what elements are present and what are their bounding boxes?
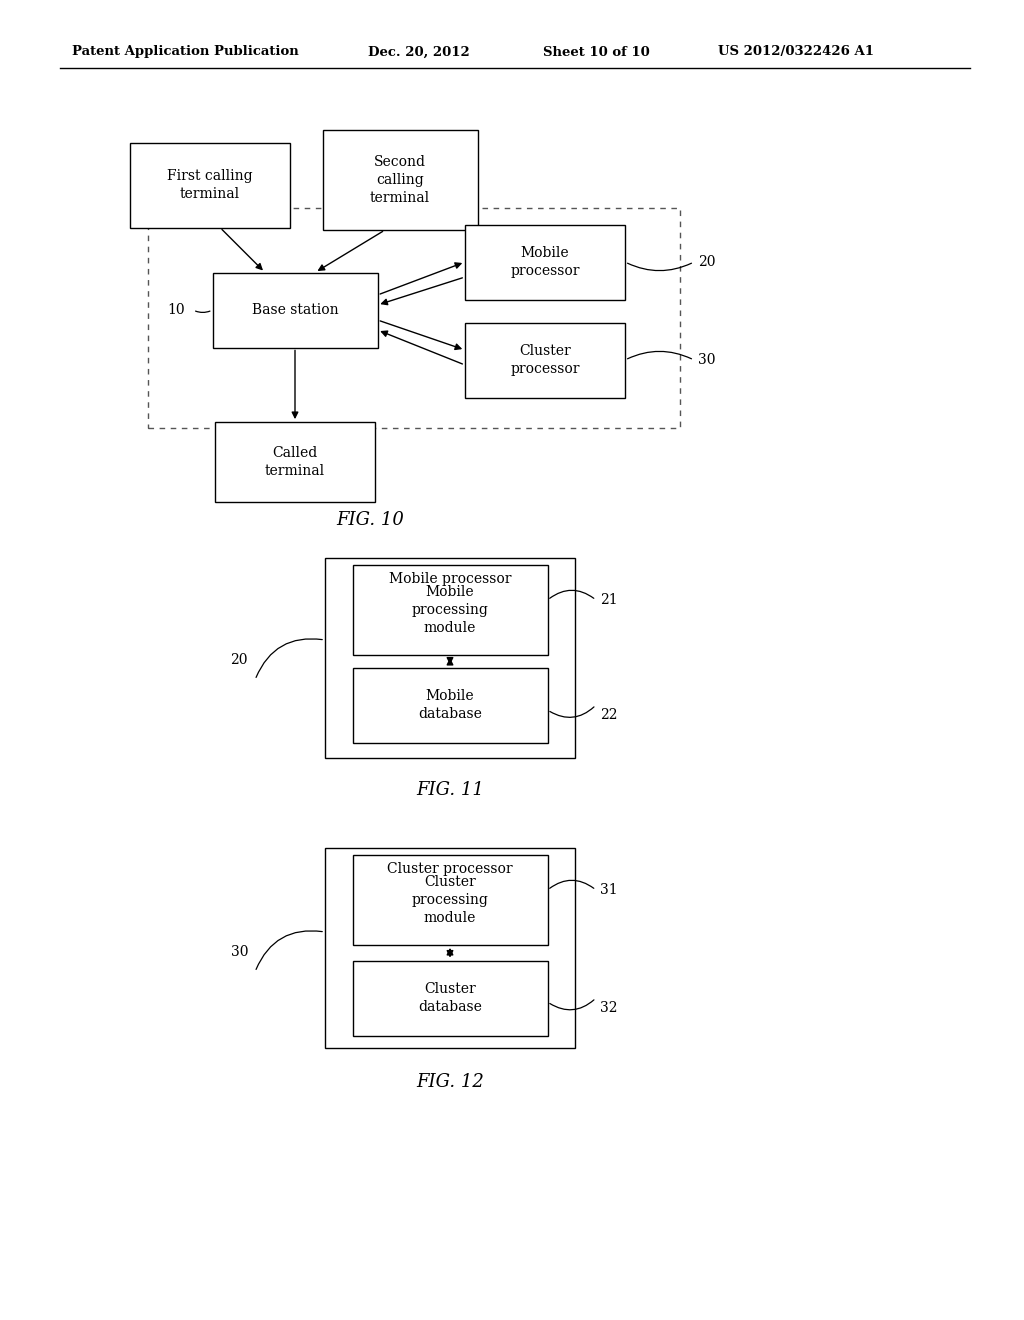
Bar [325,847,575,1048]
Text: FIG. 10: FIG. 10 [336,511,403,529]
Text: US 2012/0322426 A1: US 2012/0322426 A1 [718,45,874,58]
Bar [465,224,625,300]
Text: 22: 22 [600,708,617,722]
Bar [213,272,378,347]
Text: 21: 21 [600,593,617,607]
Text: Base station: Base station [252,304,338,317]
Text: 31: 31 [600,883,617,898]
Text: FIG. 12: FIG. 12 [416,1073,484,1092]
Bar [352,855,548,945]
Text: 32: 32 [600,1001,617,1015]
Text: Cluster processor: Cluster processor [387,862,513,876]
Text: Cluster
database: Cluster database [418,982,482,1014]
Text: Sheet 10 of 10: Sheet 10 of 10 [543,45,650,58]
Text: Mobile processor: Mobile processor [389,572,511,586]
Text: Mobile
database: Mobile database [418,689,482,721]
Text: 20: 20 [230,653,248,667]
Text: Second
calling
terminal: Second calling terminal [370,154,430,206]
Text: Cluster
processing
module: Cluster processing module [412,875,488,925]
Bar [130,143,290,227]
Bar [352,668,548,742]
Text: 30: 30 [230,945,248,960]
Text: Dec. 20, 2012: Dec. 20, 2012 [368,45,470,58]
Text: FIG. 11: FIG. 11 [416,781,484,799]
Text: Mobile
processing
module: Mobile processing module [412,585,488,635]
Text: Mobile
processor: Mobile processor [510,246,580,279]
Text: Called
terminal: Called terminal [265,446,325,478]
Bar [323,129,477,230]
Bar [148,209,680,428]
Bar [215,422,375,502]
Text: Patent Application Publication: Patent Application Publication [72,45,299,58]
Bar [325,558,575,758]
Text: Cluster
processor: Cluster processor [510,343,580,376]
Bar [352,565,548,655]
Text: First calling
terminal: First calling terminal [167,169,253,201]
Bar [352,961,548,1035]
Text: 20: 20 [698,255,716,269]
Text: 10: 10 [167,304,185,317]
Bar [465,322,625,397]
Text: 30: 30 [698,352,716,367]
